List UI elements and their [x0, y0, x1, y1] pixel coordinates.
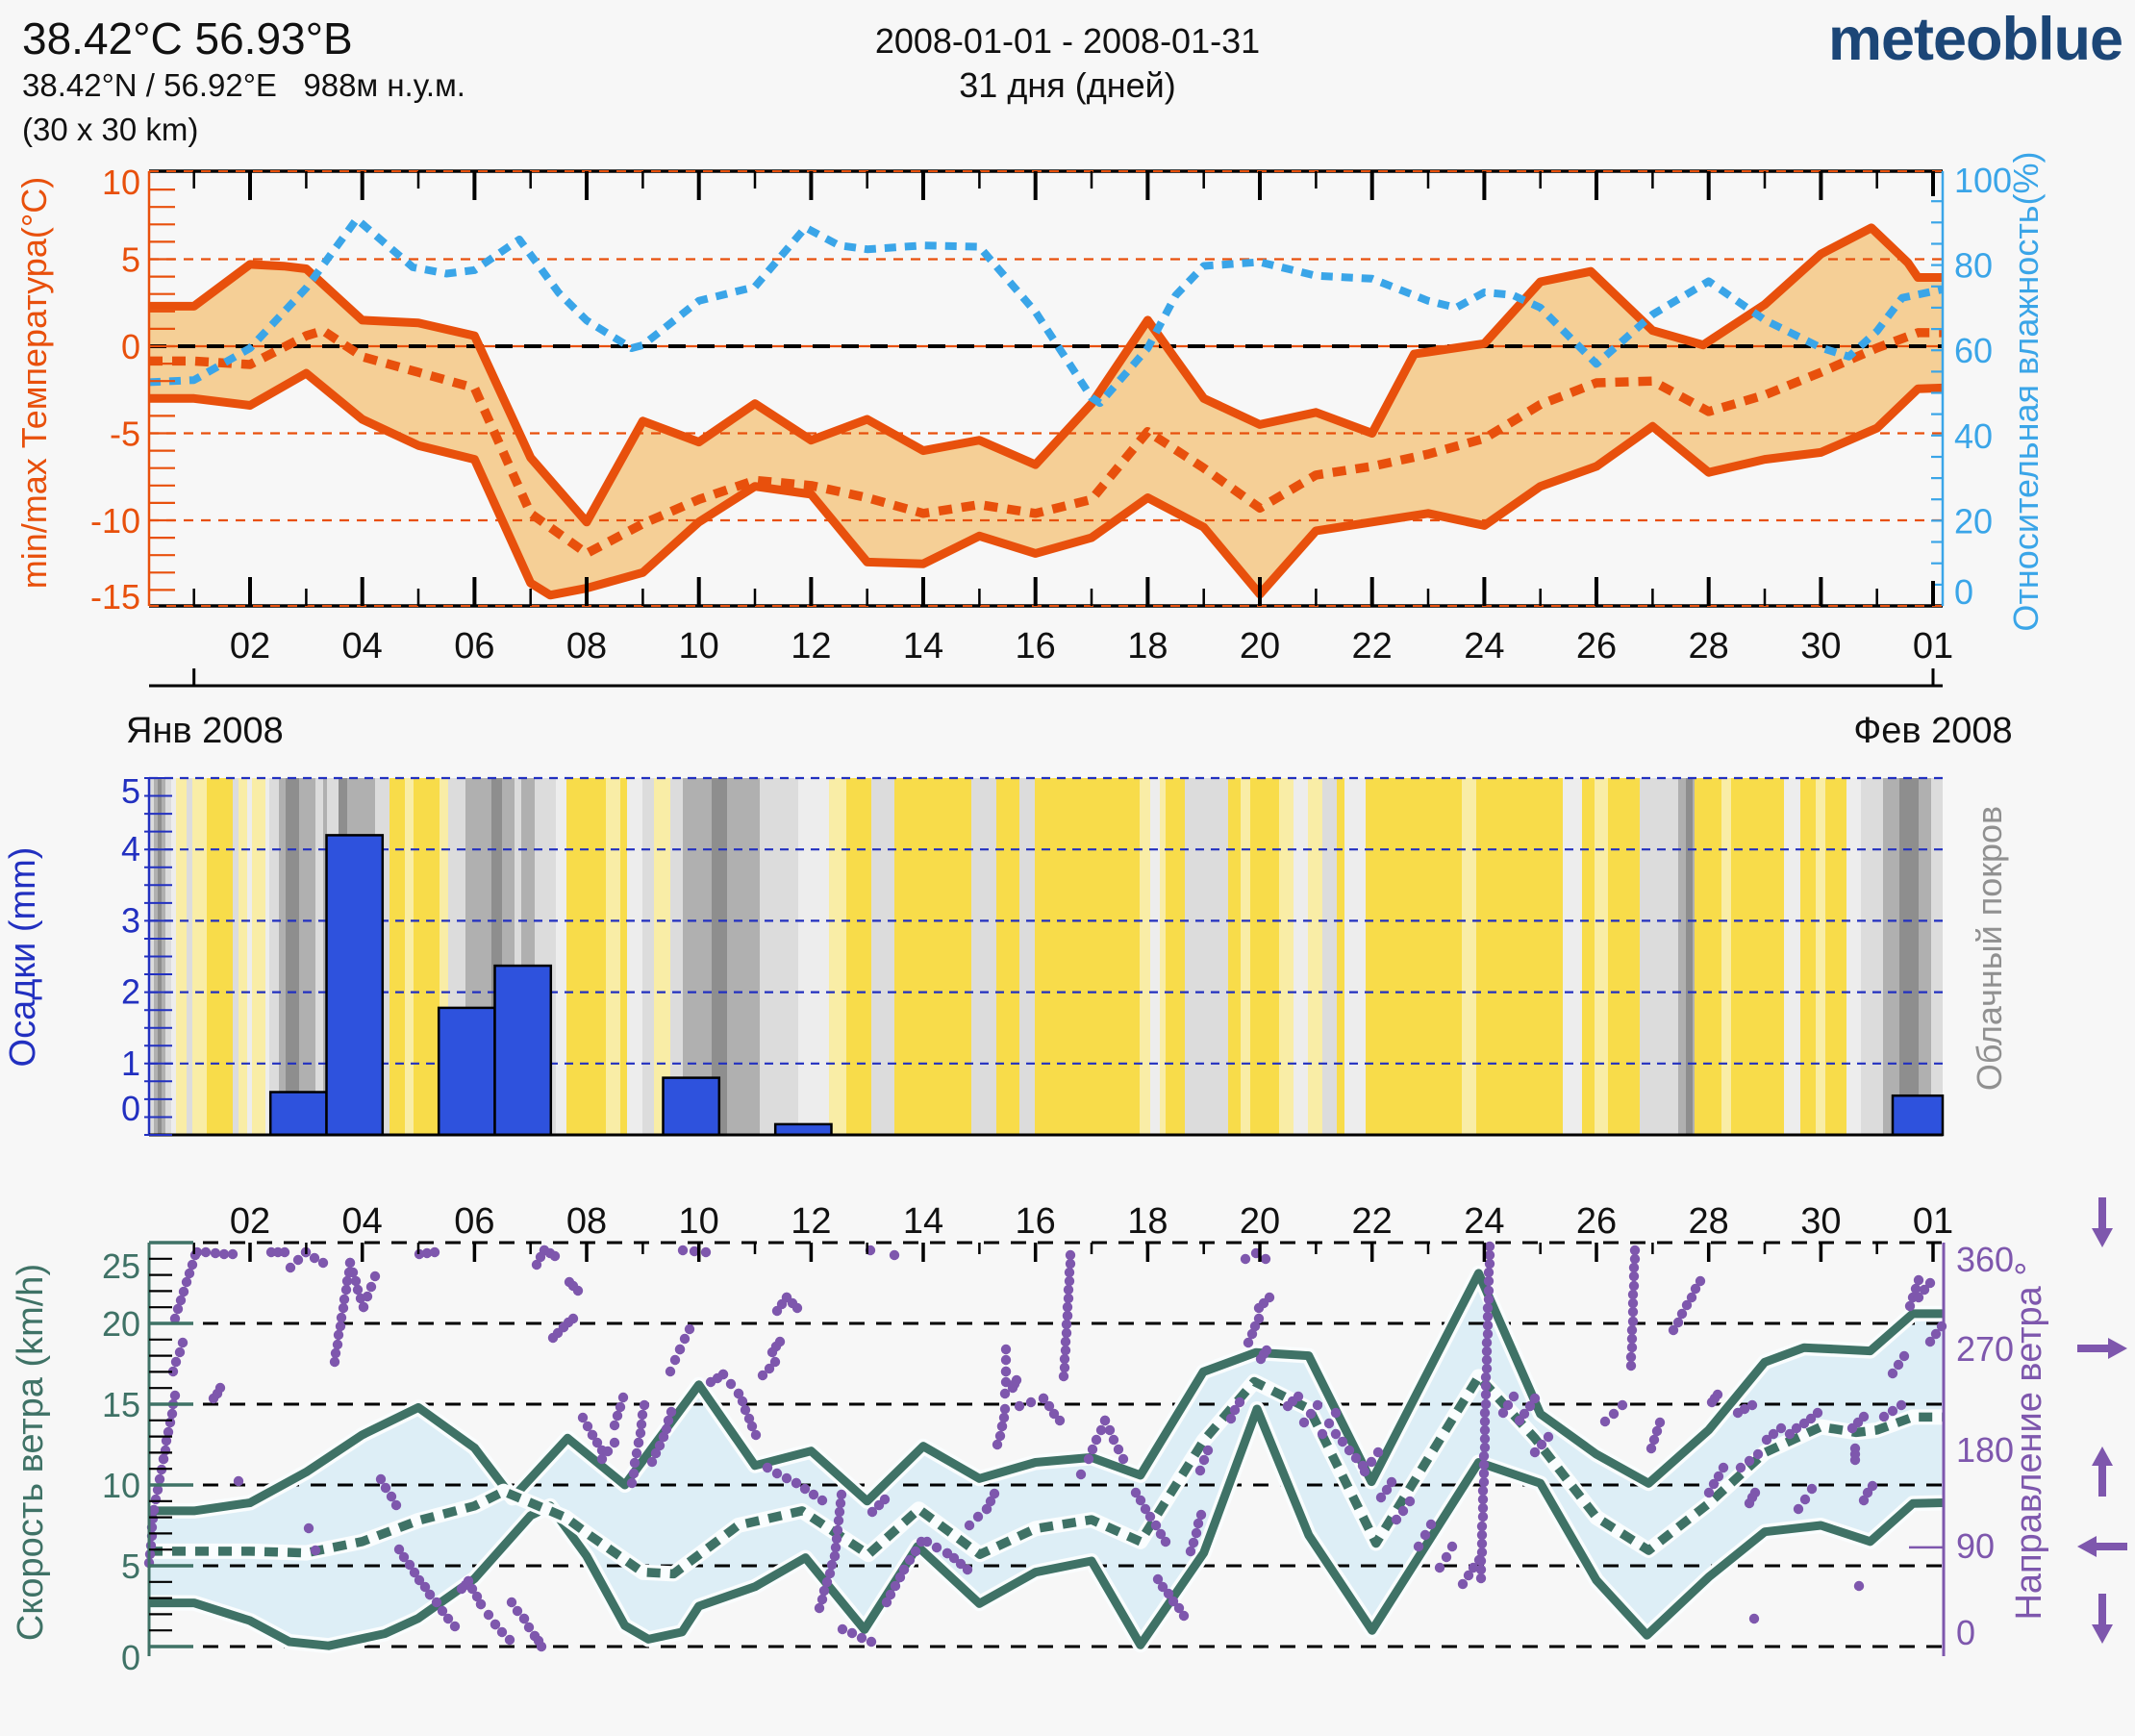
svg-text:38.42°N / 56.92°E 988м н.у.м: 38.42°N / 56.92°E 988м н.у.м. — [22, 67, 465, 103]
svg-text:24: 24 — [1464, 1201, 1504, 1242]
svg-text:5: 5 — [121, 1547, 140, 1586]
svg-text:40: 40 — [1954, 416, 1993, 456]
svg-text:-10: -10 — [90, 501, 140, 541]
svg-text:12: 12 — [791, 626, 831, 667]
svg-text:16: 16 — [1016, 1201, 1056, 1242]
svg-text:20: 20 — [1240, 626, 1280, 667]
svg-text:90: 90 — [1956, 1526, 1995, 1566]
svg-text:04: 04 — [342, 1201, 383, 1242]
svg-text:28: 28 — [1689, 1201, 1729, 1242]
svg-text:0: 0 — [1956, 1613, 1975, 1652]
svg-text:10: 10 — [102, 1466, 140, 1505]
svg-text:01: 01 — [1913, 1201, 1953, 1242]
svg-text:4: 4 — [121, 829, 140, 868]
svg-text:80: 80 — [1954, 246, 1993, 286]
svg-text:18: 18 — [1127, 626, 1168, 667]
svg-text:60: 60 — [1954, 331, 1993, 370]
svg-text:180: 180 — [1956, 1430, 2014, 1470]
svg-text:Облачный покров: Облачный покров — [1970, 806, 2009, 1091]
svg-text:02: 02 — [230, 1201, 270, 1242]
svg-text:14: 14 — [903, 1201, 943, 1242]
svg-text:Направление ветра °: Направление ветра ° — [2009, 1261, 2049, 1620]
svg-text:Янв 2008: Янв 2008 — [126, 711, 284, 751]
svg-text:Осадки (mm): Осадки (mm) — [3, 847, 43, 1068]
svg-text:04: 04 — [342, 626, 383, 667]
svg-text:(30 x 30 km): (30 x 30 km) — [22, 112, 198, 147]
svg-text:3: 3 — [121, 900, 140, 940]
svg-text:5: 5 — [121, 240, 140, 280]
svg-text:1: 1 — [121, 1044, 140, 1083]
svg-text:360: 360 — [1956, 1240, 2014, 1279]
svg-text:Скорость ветра (km/h): Скорость ветра (km/h) — [11, 1264, 51, 1641]
svg-text:min/max Температура(°C): min/max Температура(°C) — [14, 177, 54, 589]
svg-text:2: 2 — [121, 972, 140, 1012]
svg-text:10: 10 — [679, 1201, 719, 1242]
svg-text:26: 26 — [1576, 626, 1617, 667]
svg-text:22: 22 — [1352, 1201, 1393, 1242]
svg-text:-15: -15 — [90, 577, 140, 616]
svg-text:20: 20 — [1954, 501, 1993, 541]
svg-text:meteoblue: meteoblue — [1828, 6, 2122, 73]
svg-text:08: 08 — [566, 626, 607, 667]
svg-text:22: 22 — [1352, 626, 1393, 667]
svg-text:10: 10 — [102, 163, 140, 202]
svg-text:16: 16 — [1016, 626, 1056, 667]
svg-text:5: 5 — [121, 771, 140, 811]
svg-text:08: 08 — [566, 1201, 607, 1242]
svg-text:02: 02 — [230, 626, 270, 667]
svg-text:18: 18 — [1127, 1201, 1168, 1242]
svg-text:Относительная влажность(%): Относительная влажность(%) — [2006, 151, 2046, 631]
svg-text:270: 270 — [1956, 1329, 2014, 1369]
svg-text:01: 01 — [1913, 626, 1953, 667]
svg-text:38.42°C 56.93°B: 38.42°C 56.93°B — [22, 13, 353, 63]
svg-text:28: 28 — [1689, 626, 1729, 667]
svg-text:15: 15 — [102, 1385, 140, 1424]
svg-text:20: 20 — [102, 1304, 140, 1344]
svg-text:30: 30 — [1800, 1201, 1841, 1242]
svg-text:25: 25 — [102, 1246, 140, 1286]
svg-text:0: 0 — [121, 327, 140, 366]
svg-text:20: 20 — [1240, 1201, 1280, 1242]
svg-text:0: 0 — [121, 1638, 140, 1677]
svg-text:30: 30 — [1800, 626, 1841, 667]
svg-text:06: 06 — [454, 1201, 494, 1242]
svg-text:0: 0 — [121, 1089, 140, 1128]
svg-text:0: 0 — [1954, 572, 1973, 612]
svg-text:26: 26 — [1576, 1201, 1617, 1242]
svg-text:10: 10 — [679, 626, 719, 667]
svg-text:-5: -5 — [110, 415, 140, 454]
svg-text:06: 06 — [454, 626, 494, 667]
svg-text:24: 24 — [1464, 626, 1504, 667]
svg-text:31 дня (дней): 31 дня (дней) — [959, 65, 1175, 105]
svg-text:12: 12 — [791, 1201, 831, 1242]
svg-text:14: 14 — [903, 626, 943, 667]
svg-text:100: 100 — [1954, 161, 2012, 200]
svg-text:2008-01-01 - 2008-01-31: 2008-01-01 - 2008-01-31 — [875, 21, 1260, 61]
svg-text:Фев 2008: Фев 2008 — [1853, 711, 2012, 751]
